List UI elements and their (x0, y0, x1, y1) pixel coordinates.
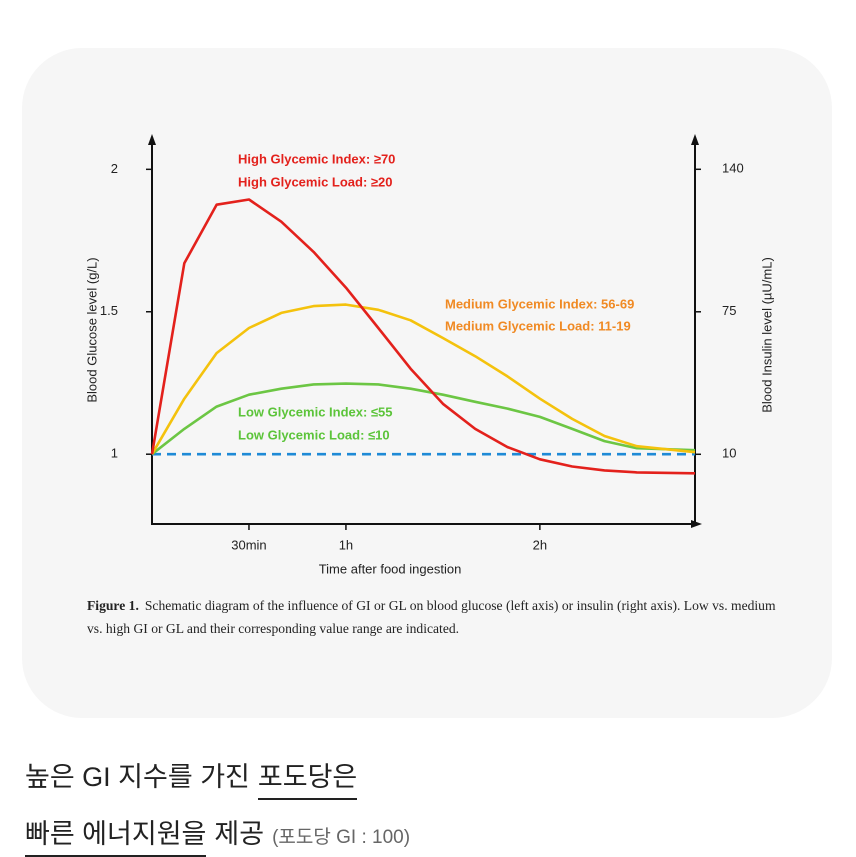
y-tick-label: 1.5 (100, 303, 118, 318)
annotation: High Glycemic Load: ≥20 (238, 174, 393, 189)
article-text: 제공 (214, 819, 265, 849)
article-note: (포도당 GI : 100) (272, 827, 411, 848)
article-highlight: 포도당은 (257, 762, 358, 800)
arrow (148, 134, 156, 145)
figure-caption: Figure 1. Schematic diagram of the influe… (87, 594, 787, 640)
y2-axis-label: Blood Insulin level (µU/mL) (759, 257, 774, 413)
y2-tick-label: 10 (722, 446, 736, 461)
annotation: Low Glycemic Load: ≤10 (238, 427, 390, 442)
arrow (691, 520, 702, 528)
x-axis-label: Time after food ingestion (319, 561, 462, 576)
y-tick-label: 2 (111, 161, 118, 176)
caption-label: Figure 1. (87, 598, 139, 613)
chart: Time after food ingestion Blood Glucose … (84, 134, 774, 576)
article-line: 빠른 에너지원을 제공 (포도당 GI : 100) (25, 812, 411, 857)
data-line (150, 198, 696, 475)
caption-text: Schematic diagram of the influence of GI… (87, 598, 776, 636)
figure-card (22, 48, 832, 718)
y2-tick-label: 75 (722, 303, 736, 318)
annotation: Medium Glycemic Load: 11-19 (445, 318, 631, 333)
axes (148, 134, 702, 528)
data-line (151, 382, 696, 456)
annotation: Medium Glycemic Index: 56-69 (445, 296, 634, 311)
x-tick-label: 2h (533, 537, 547, 552)
annotation: Low Glycemic Index: ≤55 (238, 404, 393, 419)
x-tick-label: 1h (339, 537, 353, 552)
article-line: 높은 GI 지수를 가진 포도당은 (25, 755, 358, 800)
y-tick-label: 1 (111, 446, 118, 461)
annotation: High Glycemic Index: ≥70 (238, 151, 395, 166)
arrow (691, 134, 699, 145)
data-line (150, 303, 696, 455)
article-text: 높은 GI 지수를 가진 (25, 762, 250, 792)
y-axis-label: Blood Glucose level (g/L) (84, 257, 99, 402)
article-highlight: 빠른 에너지원을 (25, 819, 207, 857)
x-tick-label: 30min (231, 537, 266, 552)
y2-tick-label: 140 (722, 161, 744, 176)
